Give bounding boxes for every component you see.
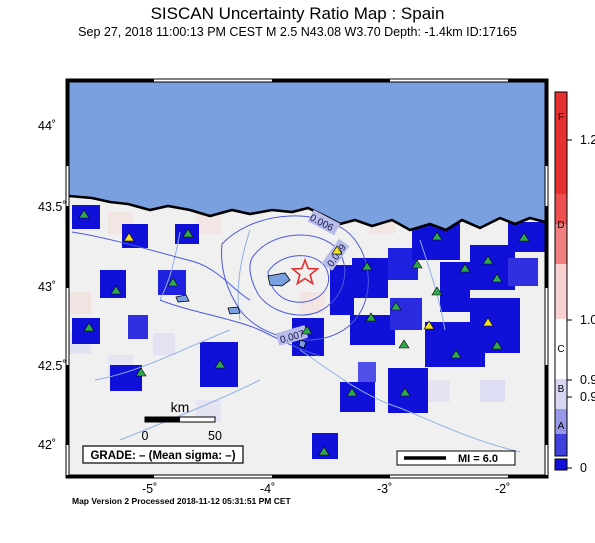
colorbar-value: 0.9 — [580, 373, 595, 387]
colorbar-value: 0 — [580, 461, 587, 475]
station-triangle-icon[interactable] — [423, 320, 435, 330]
lat-tick-label: 42.5˚ — [38, 359, 67, 373]
scale-unit: km — [171, 399, 190, 415]
epicenter-star-icon[interactable] — [290, 257, 320, 286]
grade-text: GRADE: – (Mean sigma: –) — [90, 450, 235, 462]
uncertainty-cells — [72, 205, 545, 459]
scale-start: 0 — [142, 429, 149, 443]
station-triangle-icon[interactable] — [365, 312, 377, 322]
map-frame — [65, 78, 549, 479]
map-canvas: 0.006 0.009 0.007 — [69, 82, 545, 475]
colorbar-letter: F — [557, 112, 565, 123]
reservoirs — [175, 272, 307, 349]
station-triangle-icon[interactable] — [459, 263, 471, 273]
lat-tick-label: 44˚ — [38, 119, 57, 133]
station-triangle-icon[interactable] — [331, 245, 343, 255]
contour-labels: 0.006 0.009 0.007 — [275, 209, 350, 346]
station-triangle-icon[interactable] — [214, 359, 226, 369]
mi-legend: MI = 6.0 — [396, 450, 516, 466]
lat-tick-label: 43.5˚ — [38, 200, 67, 214]
lon-tick-label: -2˚ — [495, 482, 511, 496]
colorbar-letter: E — [557, 160, 565, 171]
stations — [78, 209, 530, 456]
station-triangle-icon[interactable] — [346, 387, 358, 397]
station-triangle-icon[interactable] — [167, 277, 179, 287]
station-triangle-icon[interactable] — [431, 231, 443, 241]
lon-tick-label: -5˚ — [142, 482, 158, 496]
grade-box: GRADE: – (Mean sigma: –) — [82, 445, 244, 464]
colorbar-letter: A — [557, 421, 565, 432]
mi-legend-text: MI = 6.0 — [458, 453, 498, 465]
map-title: SISCAN Uncertainty Ratio Map : Spain — [150, 4, 445, 23]
colorbar-letter: C — [557, 344, 565, 355]
map-subtitle: Sep 27, 2018 11:00:13 PM CEST M 2.5 N43.… — [78, 25, 517, 39]
station-triangle-icon[interactable] — [491, 340, 503, 350]
colorbar-value: 1.0 — [580, 313, 595, 327]
lat-tick-label: 42˚ — [38, 438, 57, 452]
station-triangle-icon[interactable] — [182, 228, 194, 238]
contours — [71, 215, 369, 357]
station-triangle-icon[interactable] — [123, 232, 135, 242]
lon-tick-label: -4˚ — [260, 482, 276, 496]
scale-end: 50 — [208, 429, 222, 443]
station-triangle-icon[interactable] — [518, 232, 530, 242]
colorbar — [554, 91, 572, 471]
colorbar-letter: B — [557, 384, 565, 395]
station-triangle-icon[interactable] — [110, 285, 122, 295]
station-triangle-icon[interactable] — [318, 446, 330, 456]
station-triangle-icon[interactable] — [398, 339, 410, 349]
lat-tick-label: 43˚ — [38, 280, 57, 294]
station-triangle-icon[interactable] — [361, 261, 373, 271]
scale-bar: km 0 50 — [142, 399, 222, 443]
station-triangle-icon[interactable] — [450, 349, 462, 359]
lon-tick-label: -3˚ — [377, 482, 393, 496]
station-triangle-icon[interactable] — [431, 286, 443, 296]
station-triangle-icon[interactable] — [482, 317, 494, 327]
sea-area — [69, 82, 545, 230]
colorbar-letter: D — [557, 220, 565, 231]
station-triangle-icon[interactable] — [482, 255, 494, 265]
station-triangle-icon[interactable] — [491, 273, 503, 283]
rivers — [94, 229, 521, 453]
station-triangle-icon[interactable] — [135, 367, 147, 377]
station-triangle-icon[interactable] — [83, 322, 95, 332]
map-footer: Map Version 2 Processed 2018-11-12 05:31… — [72, 496, 291, 506]
colorbar-value: 1.2 — [580, 133, 595, 147]
station-triangle-icon[interactable] — [78, 209, 90, 219]
station-triangle-icon[interactable] — [390, 301, 402, 311]
station-triangle-icon[interactable] — [411, 259, 423, 269]
station-triangle-icon[interactable] — [301, 325, 313, 335]
colorbar-value: 0.9 — [580, 390, 595, 404]
station-triangle-icon[interactable] — [399, 387, 411, 397]
